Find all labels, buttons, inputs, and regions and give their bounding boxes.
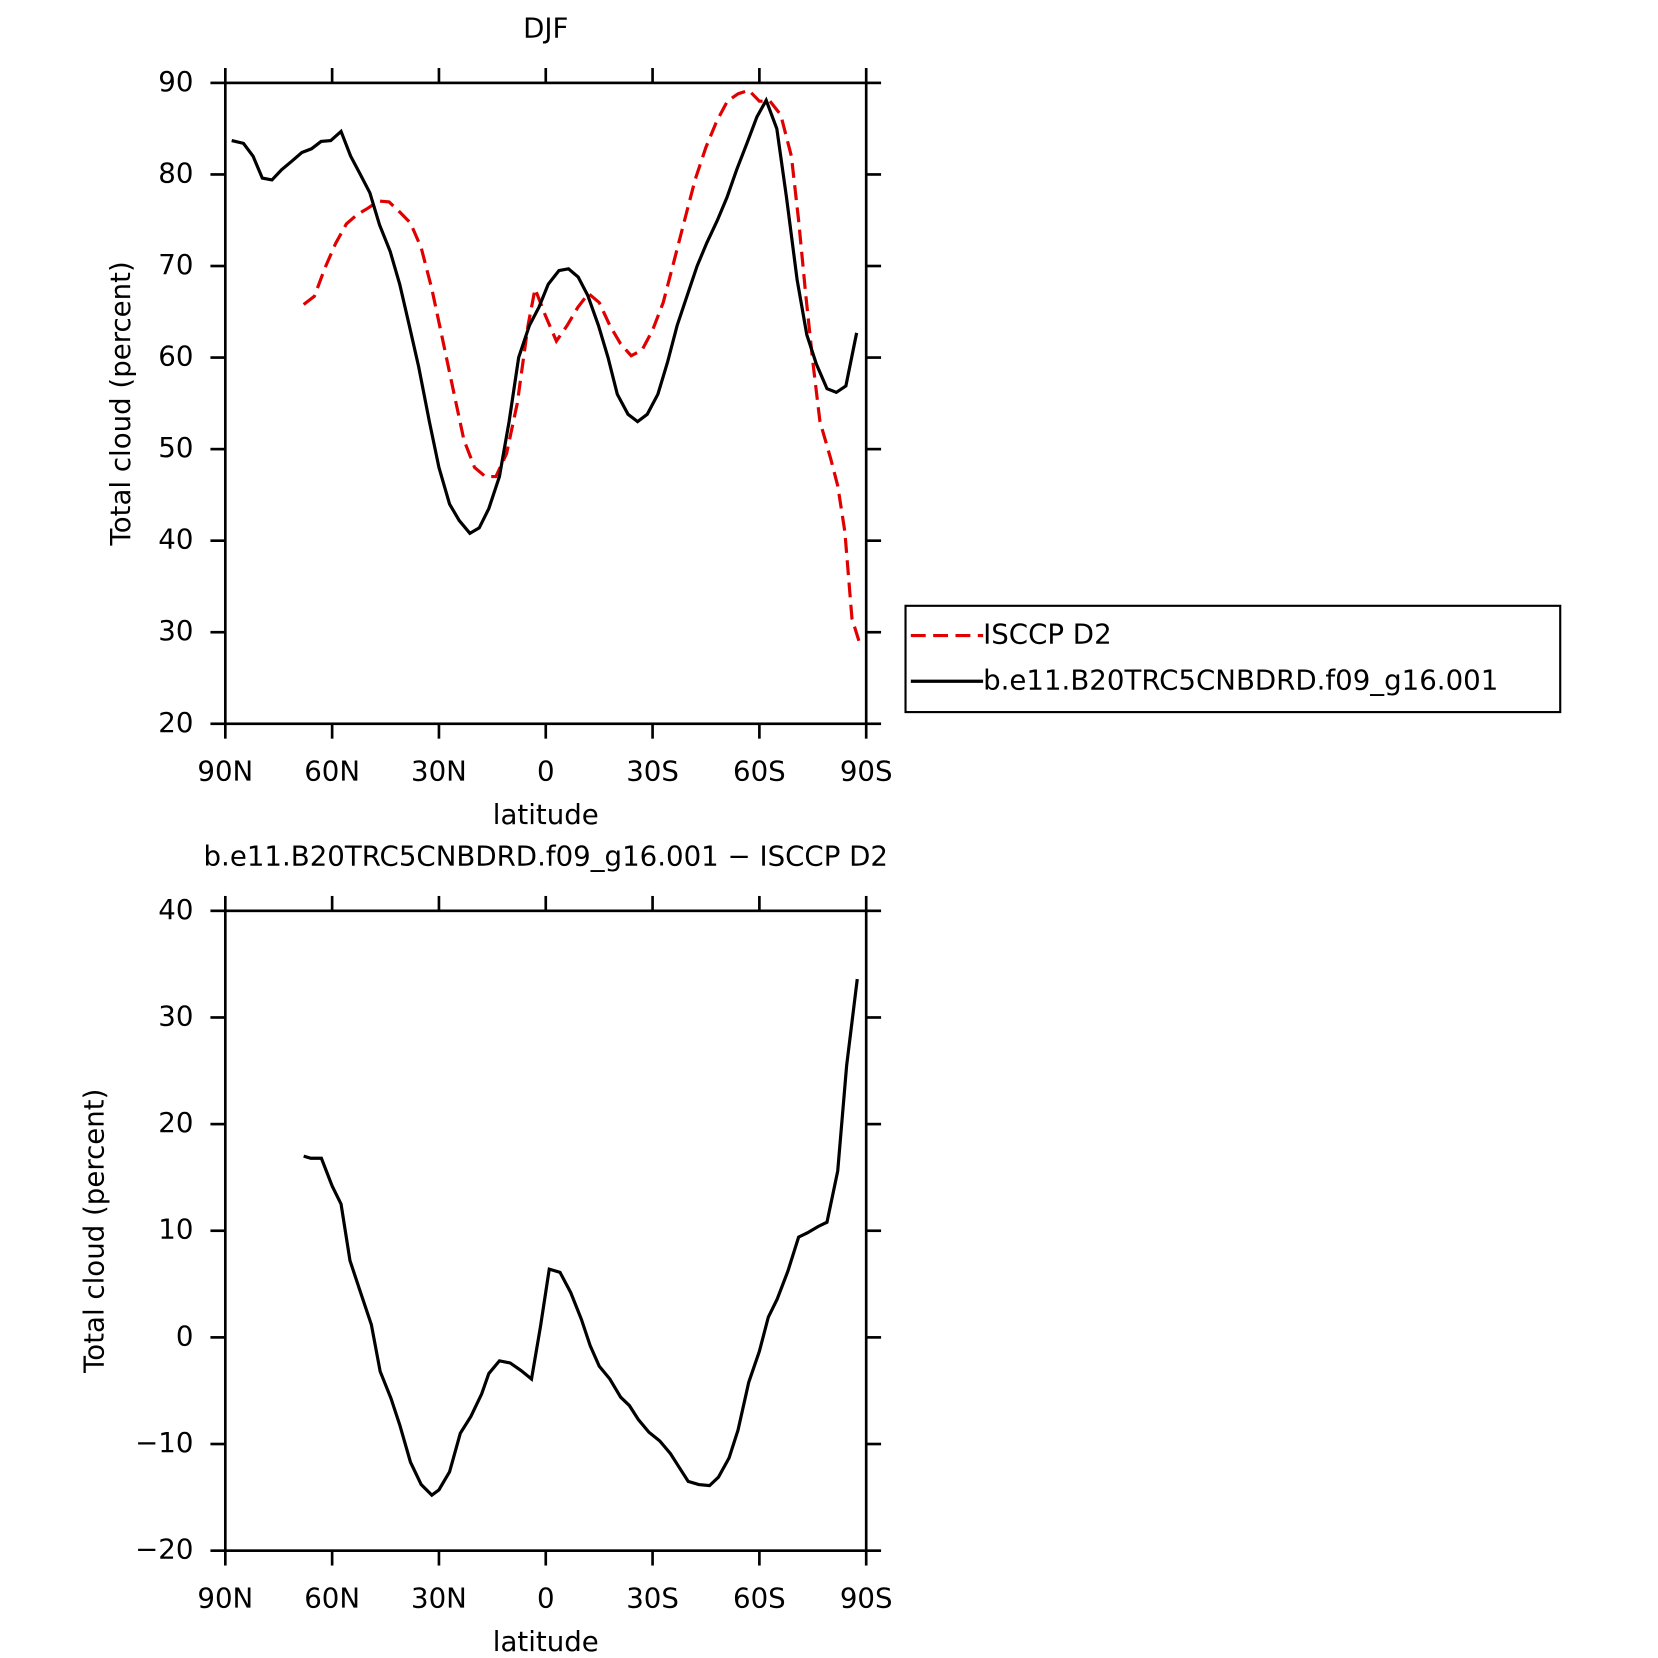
y-tick-label: −20: [135, 1533, 193, 1566]
y-tick-label: −10: [135, 1426, 193, 1459]
x-tick-label: 60N: [304, 1582, 360, 1615]
y-axis-label: Total cloud (percent): [78, 1089, 111, 1374]
y-tick-label: 30: [158, 614, 193, 647]
y-tick-label: 20: [158, 706, 193, 739]
y-tick-label: 50: [158, 431, 193, 464]
y-tick-label: 70: [158, 248, 193, 281]
plot-frame: [223, 81, 868, 726]
x-axis-label: latitude: [493, 1625, 599, 1658]
x-tick-label: 90N: [197, 1582, 253, 1615]
y-tick-label: 0: [176, 1319, 194, 1352]
y-axis-label: Total cloud (percent): [104, 261, 137, 546]
y-tick-label: 20: [158, 1106, 193, 1139]
data-line: [302, 88, 861, 642]
y-tick-label: 30: [158, 999, 193, 1032]
y-tick-label: 40: [158, 523, 193, 556]
x-tick-label: 60N: [304, 755, 360, 788]
x-axis-label: latitude: [493, 798, 599, 831]
legend-box: [904, 604, 1562, 714]
x-tick-label: 90S: [840, 755, 893, 788]
plot-frame: [223, 909, 868, 1552]
chart-title: b.e11.B20TRC5CNBDRD.f09_g16.001 − ISCCP …: [204, 840, 888, 873]
data-line: [303, 978, 859, 1498]
x-tick-label: 60S: [733, 755, 786, 788]
x-tick-label: 90S: [840, 1582, 893, 1615]
y-tick-label: 10: [158, 1213, 193, 1246]
x-tick-label: 30N: [411, 755, 467, 788]
x-tick-label: 30S: [626, 1582, 679, 1615]
legend-label: ISCCP D2: [983, 618, 1112, 651]
x-tick-label: 60S: [733, 1582, 786, 1615]
x-tick-label: 0: [537, 755, 555, 788]
chart-title: DJF: [523, 12, 568, 45]
y-tick-label: 90: [158, 65, 193, 98]
x-tick-label: 30N: [411, 1582, 467, 1615]
x-tick-label: 0: [537, 1582, 555, 1615]
x-tick-label: 90N: [197, 755, 253, 788]
data-line: [231, 96, 859, 536]
y-tick-label: 40: [158, 893, 193, 926]
legend-label: b.e11.B20TRC5CNBDRD.f09_g16.001: [983, 663, 1498, 696]
y-tick-label: 80: [158, 156, 193, 189]
y-tick-label: 60: [158, 340, 193, 373]
x-tick-label: 30S: [626, 755, 679, 788]
